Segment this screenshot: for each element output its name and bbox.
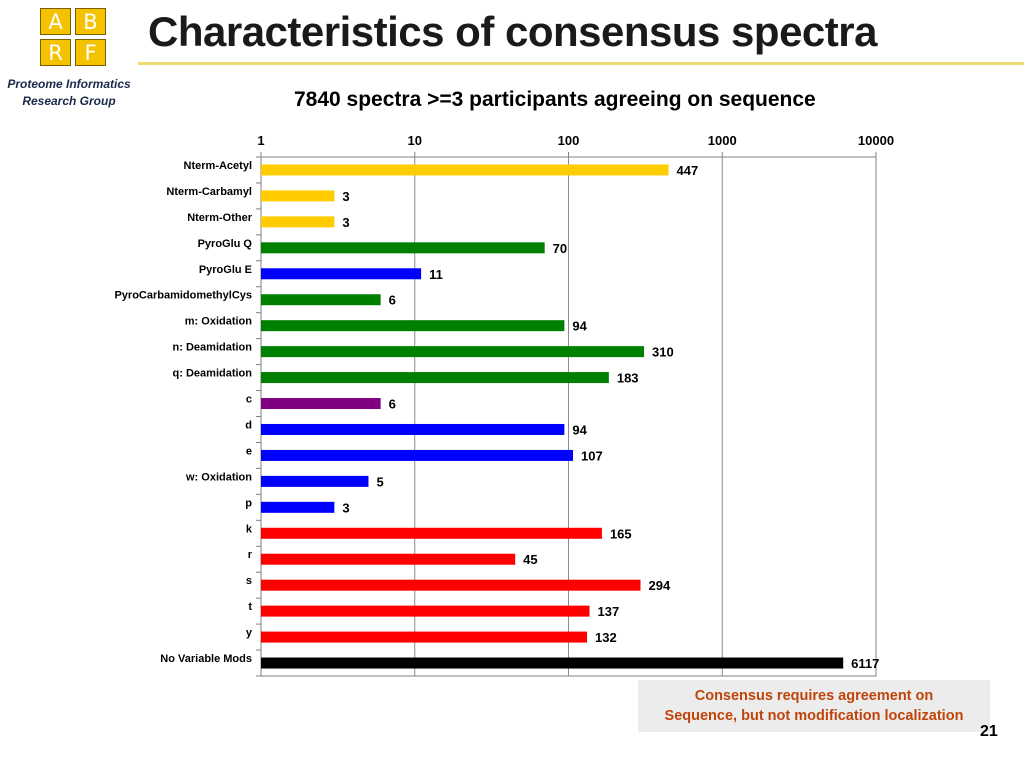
data-label: 6 (389, 397, 396, 412)
chart-subtitle: 7840 spectra >=3 participants agreeing o… (294, 88, 816, 111)
bar (261, 657, 844, 669)
data-label: 3 (342, 500, 349, 515)
bar (261, 320, 565, 332)
bar (261, 553, 516, 565)
data-label: 3 (342, 215, 349, 230)
logo-letter-b: B (75, 8, 106, 35)
logo-letter-f: F (75, 39, 106, 66)
logo-letter-r: R (40, 39, 71, 66)
category-label: n: Deamidation (173, 342, 253, 354)
consensus-note: Consensus requires agreement on Sequence… (638, 680, 990, 732)
bar (261, 631, 588, 643)
bar (261, 579, 641, 591)
category-label: d (245, 419, 252, 431)
x-tick-label: 1000 (708, 133, 737, 148)
bar (261, 605, 590, 617)
org-name-line2: Research Group (22, 94, 116, 108)
bar (261, 449, 574, 461)
note-line2: Sequence, but not modification localizat… (664, 708, 964, 724)
category-label: PyroGlu Q (198, 238, 253, 250)
category-label: c (246, 394, 252, 406)
bar (261, 346, 645, 358)
bar (261, 294, 381, 306)
data-label: 107 (581, 448, 603, 463)
x-tick-label: 10 (408, 133, 422, 148)
category-label: No Variable Mods (160, 653, 252, 665)
data-label: 310 (652, 345, 674, 360)
bar (261, 164, 669, 176)
data-label: 3 (342, 189, 349, 204)
data-label: 183 (617, 371, 639, 386)
slide-title: Characteristics of consensus spectra (148, 8, 877, 55)
data-label: 45 (523, 552, 537, 567)
category-label: PyroCarbamidomethylCys (114, 290, 252, 302)
x-tick-label: 10000 (858, 133, 894, 148)
category-label: Nterm-Acetyl (184, 160, 252, 172)
data-label: 11 (429, 267, 443, 282)
data-label: 447 (676, 163, 698, 178)
bar (261, 216, 335, 228)
bar (261, 398, 381, 410)
category-label: m: Oxidation (185, 316, 253, 328)
bar (261, 268, 422, 280)
data-label: 94 (572, 319, 587, 334)
category-label: r (248, 549, 253, 561)
org-name: Proteome Informatics Research Group (0, 76, 138, 110)
bar (261, 527, 602, 539)
category-label: w: Oxidation (185, 471, 252, 483)
category-label: k (246, 523, 253, 535)
category-label: e (246, 445, 252, 457)
bar (261, 501, 335, 513)
data-label: 70 (553, 241, 567, 256)
logo-letter-a: A (40, 8, 71, 35)
category-label: y (246, 627, 253, 639)
data-label: 6117 (851, 656, 879, 671)
data-label: 6 (389, 293, 396, 308)
category-label: q: Deamidation (173, 368, 253, 380)
note-line1: Consensus requires agreement on (694, 688, 934, 704)
bar (261, 475, 369, 487)
bar (261, 423, 565, 435)
category-label: Nterm-Other (187, 212, 253, 224)
bar (261, 372, 609, 384)
data-label: 294 (649, 578, 671, 593)
category-label: p (245, 497, 252, 509)
category-label: t (248, 601, 252, 613)
data-label: 5 (376, 474, 383, 489)
abrf-logo: A B R F (40, 8, 108, 68)
title-underline (138, 62, 1024, 65)
data-label: 132 (595, 630, 617, 645)
page-number: 21 (980, 723, 998, 740)
category-label: s (246, 575, 252, 587)
x-tick-label: 1 (257, 133, 264, 148)
org-name-line1: Proteome Informatics (7, 77, 131, 91)
bar-chart: 1 10 100 1000 10000 Nterm-Acetyl 447 Nterm-Carb… (114, 133, 894, 677)
category-label: Nterm-Carbamyl (166, 186, 252, 198)
x-tick-label: 100 (558, 133, 580, 148)
bar (261, 242, 545, 254)
bar (261, 190, 335, 202)
data-label: 137 (598, 604, 620, 619)
data-label: 94 (572, 422, 587, 437)
category-label: PyroGlu E (199, 264, 252, 276)
data-label: 165 (610, 526, 632, 541)
